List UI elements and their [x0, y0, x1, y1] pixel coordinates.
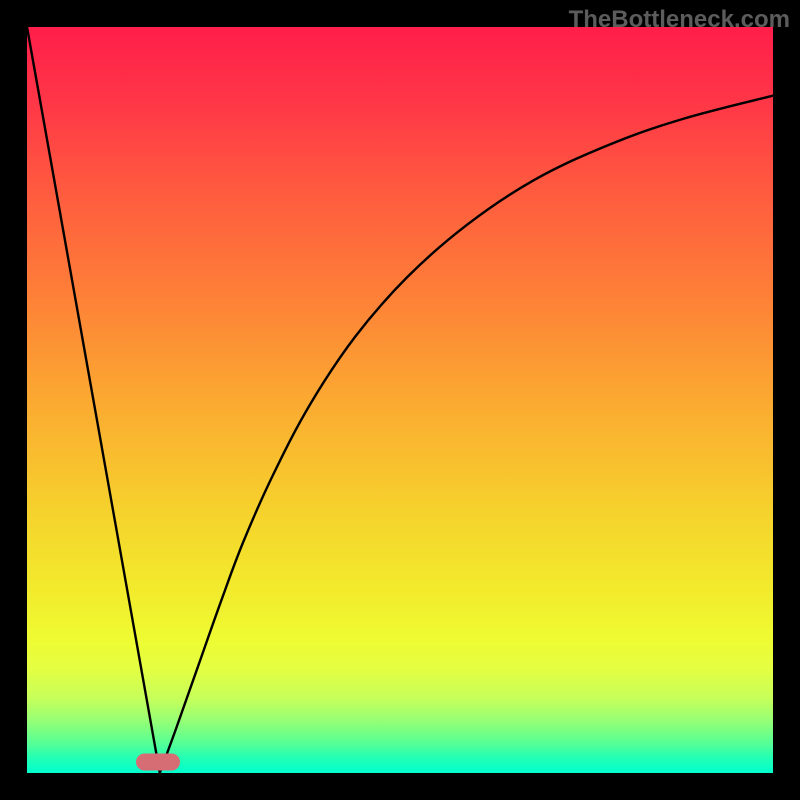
optimal-marker	[136, 753, 180, 770]
watermark-text: TheBottleneck.com	[569, 6, 790, 34]
chart-frame: TheBottleneck.com	[0, 0, 800, 800]
bottleneck-curve	[27, 27, 773, 773]
plot-area	[27, 27, 773, 773]
curve-left-branch	[27, 27, 160, 773]
curve-right-branch	[160, 96, 773, 773]
